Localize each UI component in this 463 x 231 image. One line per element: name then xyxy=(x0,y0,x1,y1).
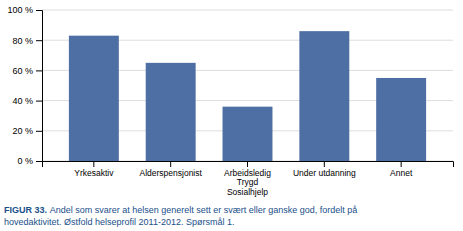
caption-text: Andel som svarer at helsen generelt sett… xyxy=(50,205,358,215)
caption-line: FIGUR 33.Andel som svarer at helsen gene… xyxy=(4,205,357,215)
y-tick-label: 60 % xyxy=(12,66,33,76)
bars xyxy=(69,31,426,161)
bar xyxy=(146,63,196,161)
x-axis: Yrkesaktiv Alderspensjonist ArbeidsledigTr… xyxy=(43,161,454,197)
y-tick-label: 40 % xyxy=(12,96,33,106)
y-tick-mark xyxy=(36,131,42,132)
x-tick-label: Annet xyxy=(390,168,413,178)
caption-text: hovedaktivitet. Østfold helseprofil 2011… xyxy=(4,217,234,227)
x-tick-mark xyxy=(247,161,248,167)
x-tick-label-line: Yrkesaktiv xyxy=(74,168,114,178)
y-tick-mark xyxy=(36,10,42,11)
x-tick-label-line: Under utdanning xyxy=(293,168,356,178)
y-tick-mark xyxy=(36,101,42,102)
x-tick-mark xyxy=(170,161,171,167)
x-tick-label: Alderspensjonist xyxy=(139,168,202,178)
bar xyxy=(299,31,349,161)
x-tick-label: Under utdanning xyxy=(293,168,356,178)
chart: 0 % 20 % 40 % 60 % 80 % 100 % Yrkesaktiv Alders… xyxy=(0,0,463,231)
x-tick: Yrkesaktiv xyxy=(74,161,114,178)
x-tick-label-line: Sosialhjelp xyxy=(227,187,268,197)
x-tick: Under utdanning xyxy=(293,161,356,178)
bar xyxy=(223,107,273,161)
plot: 0 % 20 % 40 % 60 % 80 % 100 % Yrkesaktiv Alders… xyxy=(7,5,453,196)
y-tick-label: 80 % xyxy=(12,36,33,46)
bar xyxy=(376,78,426,161)
y-tick-mark xyxy=(36,70,42,71)
x-axis-line xyxy=(43,162,454,168)
y-axis: 0 % 20 % 40 % 60 % 80 % 100 % xyxy=(7,5,42,166)
x-tick: Alderspensjonist xyxy=(139,161,202,178)
x-tick-label-line: Alderspensjonist xyxy=(139,168,202,178)
grid xyxy=(42,10,453,161)
y-tick-mark xyxy=(36,40,42,41)
x-tick-label: ArbeidsledigTrygdSosialhjelp xyxy=(224,168,271,197)
y-tick-mark xyxy=(36,161,42,162)
y-tick: 100 % xyxy=(7,5,42,15)
grid-line xyxy=(42,10,453,11)
x-tick-mark xyxy=(324,161,325,167)
y-tick: 0 % xyxy=(17,156,42,166)
y-tick-label: 100 % xyxy=(7,5,33,15)
caption-label: FIGUR 33. xyxy=(4,205,47,215)
x-tick-mark xyxy=(93,161,94,167)
y-tick-label: 0 % xyxy=(17,156,33,166)
y-tick: 20 % xyxy=(12,126,42,136)
x-tick: ArbeidsledigTrygdSosialhjelp xyxy=(224,161,271,197)
y-tick: 40 % xyxy=(12,96,42,106)
y-tick-label: 20 % xyxy=(12,126,33,136)
y-tick: 60 % xyxy=(12,66,42,76)
x-tick-label: Yrkesaktiv xyxy=(74,168,114,178)
bar xyxy=(69,36,119,161)
x-tick-label-line: Annet xyxy=(390,168,413,178)
x-tick-mark xyxy=(401,161,402,167)
y-tick: 80 % xyxy=(12,36,42,46)
y-axis-line xyxy=(36,11,43,162)
x-tick: Annet xyxy=(390,161,413,178)
